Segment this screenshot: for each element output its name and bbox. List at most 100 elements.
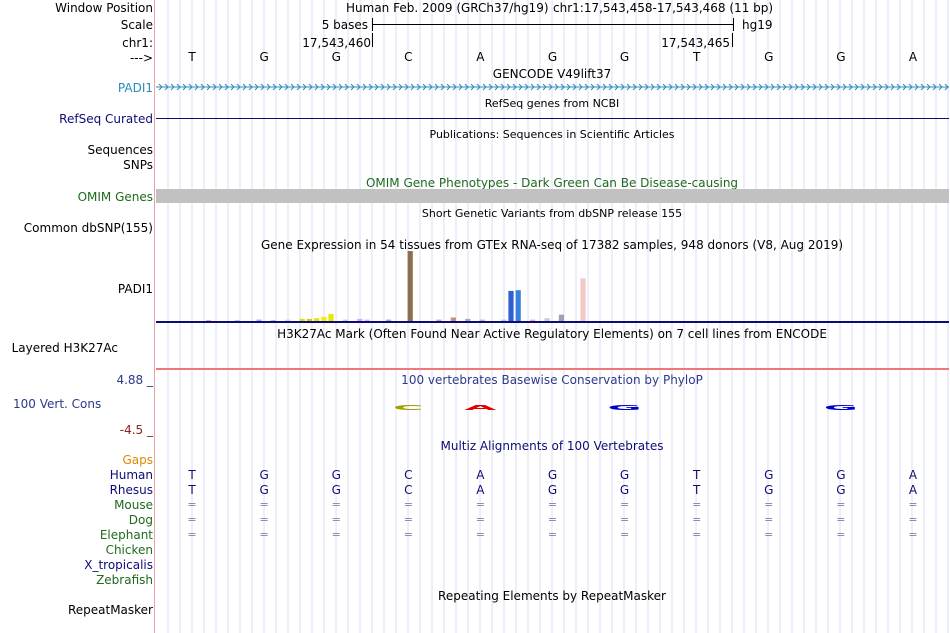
strand-arrow [254, 83, 259, 91]
strand-arrow [272, 83, 277, 91]
gtex-expression-chart[interactable] [156, 250, 950, 325]
gtex-track-label[interactable]: PADI1 [117, 282, 153, 296]
strand-arrow [914, 83, 919, 91]
multiz-base: = [619, 513, 630, 526]
window-position-label: Window Position [55, 1, 153, 15]
strand-arrow [728, 83, 733, 91]
refseq-gene-feature[interactable] [156, 118, 949, 119]
strand-arrow [926, 83, 931, 91]
strand-arrow [614, 83, 619, 91]
strand-arrow [704, 83, 709, 91]
scale-bar-right-tick [733, 18, 734, 31]
multiz-base: = [692, 498, 702, 511]
strand-arrow [362, 83, 367, 91]
gtex-bar [314, 318, 320, 321]
coord-left-tick [372, 33, 373, 47]
multiz-base: G [764, 483, 774, 497]
conservation-logo-letter: G [608, 403, 642, 411]
multiz-base: = [403, 513, 413, 526]
gtex-bar [270, 320, 276, 321]
strand-arrow [524, 83, 529, 91]
h3k27ac-signal[interactable] [156, 368, 949, 370]
multiz-base: = [475, 498, 486, 511]
strand-arrow [716, 83, 721, 91]
multiz-species-label[interactable]: Chicken [105, 543, 153, 557]
strand-arrow [590, 83, 595, 91]
strand-arrow [746, 83, 751, 91]
strand-arrow [638, 83, 643, 91]
strand-arrow [440, 83, 445, 91]
multiz-species-label[interactable]: Zebrafish [96, 573, 153, 587]
sequence-base: G [619, 50, 630, 64]
strand-arrow [896, 83, 901, 91]
base-gridlines [167, 0, 949, 633]
strand-arrow [230, 83, 235, 91]
multiz-species-label[interactable]: Dog [128, 513, 153, 527]
multiz-base: = [403, 528, 413, 541]
strand-arrow [224, 83, 229, 91]
multiz-species-label[interactable]: Mouse [114, 498, 153, 512]
repeatmasker-track-label[interactable]: RepeatMasker [67, 603, 153, 617]
strand-arrow [266, 83, 271, 91]
multiz-base: = [619, 528, 630, 541]
strand-arrow [764, 83, 769, 91]
multiz-base: G [547, 483, 558, 497]
strand-arrow [398, 83, 403, 91]
sequence-base: C [404, 50, 413, 64]
multiz-species-label[interactable]: Human [109, 468, 153, 482]
strand-arrow [710, 83, 715, 91]
strand-arrow [554, 83, 559, 91]
multiz-base: = [547, 528, 558, 541]
strand-arrow [164, 83, 169, 91]
strand-arrow [464, 83, 469, 91]
strand-arrow [260, 83, 265, 91]
strand-arrow [806, 83, 811, 91]
gtex-bar [407, 251, 413, 321]
strand-arrow [836, 83, 841, 91]
strand-arrow [506, 83, 511, 91]
h3k27ac-track-label[interactable]: Layered H3K27Ac [11, 341, 118, 355]
multiz-species-label[interactable]: X_tropicalis [84, 558, 153, 572]
multiz-base: = [764, 528, 774, 541]
refseq-track-label[interactable]: RefSeq Curated [59, 112, 153, 126]
strand-arrow [410, 83, 415, 91]
multiz-base: = [619, 498, 630, 511]
multiz-species-label[interactable]: Elephant [99, 528, 153, 542]
strand-arrow [752, 83, 757, 91]
strand-arrow [626, 83, 631, 91]
sequence-base: T [188, 50, 196, 64]
scale-text: 5 bases [321, 18, 368, 32]
multiz-gaps-label[interactable]: Gaps [122, 453, 153, 467]
padi1-gene-feature[interactable] [156, 80, 950, 94]
strand-arrow [602, 83, 607, 91]
strand-arrow [422, 83, 427, 91]
strand-arrow [338, 83, 343, 91]
strand-arrow [500, 83, 505, 91]
strand-arrow [296, 83, 301, 91]
gencode-track-label[interactable]: PADI1 [117, 81, 153, 95]
multiz-base: = [187, 513, 197, 526]
strand-arrow [200, 83, 205, 91]
omim-feature-bar[interactable] [156, 189, 949, 203]
multiz-base: A [476, 483, 485, 497]
sequence-base: A [476, 50, 485, 64]
gtex-bar [206, 320, 212, 321]
publications-sequences-label[interactable]: Sequences [87, 143, 153, 157]
gtex-bar [299, 318, 305, 321]
conservation-track-label[interactable]: 100 Vert. Cons [13, 397, 102, 411]
multiz-species-label[interactable]: Rhesus [109, 483, 153, 497]
omim-track-label[interactable]: OMIM Genes [77, 190, 153, 204]
dbsnp-track-title: Short Genetic Variants from dbSNP releas… [421, 207, 683, 220]
multiz-base: T [188, 468, 196, 482]
assembly-text: Human Feb. 2009 (GRCh37/hg19) [346, 1, 549, 15]
gtex-bar [580, 278, 586, 321]
gtex-track-title: Gene Expression in 54 tissues from GTEx … [260, 238, 844, 252]
strand-arrow [740, 83, 745, 91]
strand-arrow [656, 83, 661, 91]
db-text: hg19 [742, 18, 773, 32]
dbsnp-track-label[interactable]: Common dbSNP(155) [23, 221, 153, 235]
publications-snps-label[interactable]: SNPs [123, 158, 153, 172]
multiz-base: A [908, 483, 918, 497]
